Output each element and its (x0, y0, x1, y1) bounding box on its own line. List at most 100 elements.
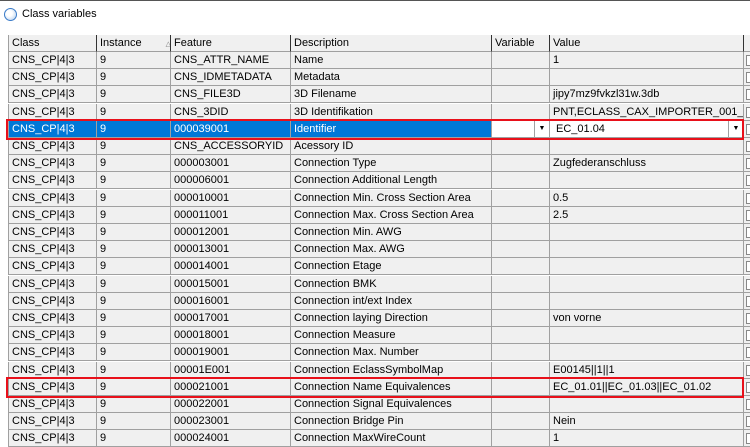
cell-value[interactable]: 2.5 (550, 206, 744, 224)
table-row[interactable]: CNS_CP|4|3 9 000014001 Connection Etage (8, 258, 750, 276)
cell-variable[interactable] (492, 86, 550, 104)
row-checkbox-cell[interactable] (744, 69, 750, 87)
table-row[interactable]: CNS_CP|4|3 9 CNS_IDMETADATA Metadata (8, 69, 750, 87)
cell-variable[interactable] (492, 292, 550, 310)
table-row[interactable]: CNS_CP|4|3 9 CNS_FILE3D 3D Filename jipy7mz9… (8, 86, 750, 104)
table-row[interactable]: CNS_CP|4|3 9 000023001 Connection Bridge Pi… (8, 413, 750, 431)
cell-variable[interactable] (492, 206, 550, 224)
checkbox[interactable] (746, 192, 750, 204)
cell-value[interactable] (550, 344, 744, 362)
cell-value[interactable] (550, 275, 744, 293)
cell-value[interactable] (550, 224, 744, 241)
row-checkbox-cell[interactable] (744, 396, 750, 413)
table-row[interactable]: CNS_CP|4|3 9 000010001 Connection Min. Cros… (8, 189, 750, 207)
cell-variable[interactable] (492, 344, 550, 362)
row-checkbox-cell[interactable] (744, 52, 750, 69)
row-checkbox-cell[interactable] (744, 344, 750, 362)
column-header-class[interactable]: Class (8, 35, 97, 52)
cell-variable[interactable] (492, 172, 550, 190)
cell-value[interactable] (550, 69, 744, 87)
cell-variable[interactable] (492, 275, 550, 293)
table-row[interactable]: CNS_CP|4|3 9 000011001 Connection Max. Cros… (8, 206, 750, 224)
cell-variable[interactable] (492, 310, 550, 327)
table-row[interactable]: CNS_CP|4|3 9 CNS_3DID 3D Identifikation PNT,… (8, 103, 750, 121)
checkbox[interactable] (746, 416, 750, 428)
checkbox[interactable] (746, 89, 750, 101)
row-checkbox-cell[interactable] (744, 120, 750, 138)
cell-value[interactable]: Nein (550, 413, 744, 431)
row-checkbox-cell[interactable] (744, 361, 750, 379)
table-row[interactable]: CNS_CP|4|3 9 000018001 Connection Measure (8, 327, 750, 345)
cell-value[interactable]: Zugfederanschluss (550, 155, 744, 173)
cell-value[interactable] (550, 138, 744, 155)
column-header-feature[interactable]: Feature (171, 35, 291, 52)
checkbox[interactable] (746, 295, 750, 307)
checkbox[interactable] (746, 123, 750, 135)
cell-variable[interactable] (492, 69, 550, 87)
row-checkbox-cell[interactable] (744, 275, 750, 293)
cell-value[interactable]: jipy7mz9fvkzl31w.3db (550, 86, 744, 104)
row-checkbox-cell[interactable] (744, 206, 750, 224)
row-checkbox-cell[interactable] (744, 103, 750, 121)
checkbox[interactable] (746, 72, 750, 84)
column-header-extra[interactable] (744, 35, 750, 52)
checkbox[interactable] (746, 261, 750, 273)
checkbox[interactable] (746, 433, 750, 445)
dropdown-arrow-icon[interactable]: ▼ (534, 120, 549, 137)
table-row[interactable]: CNS_CP|4|3 9 000013001 Connection Max. AWG (8, 241, 750, 259)
checkbox[interactable] (746, 106, 750, 118)
checkbox[interactable] (746, 313, 750, 324)
checkbox[interactable] (746, 381, 750, 393)
cell-value[interactable]: EC_01.04 ▼ (550, 120, 744, 138)
checkbox[interactable] (746, 278, 750, 290)
row-checkbox-cell[interactable] (744, 189, 750, 207)
table-row[interactable]: CNS_CP|4|3 9 000016001 Connection int/ext I… (8, 292, 750, 310)
cell-value[interactable]: EC_01.01||EC_01.03||EC_01.02 (550, 378, 744, 396)
row-checkbox-cell[interactable] (744, 310, 750, 327)
cell-variable[interactable] (492, 155, 550, 173)
cell-variable[interactable] (492, 138, 550, 155)
row-checkbox-cell[interactable] (744, 241, 750, 259)
checkbox[interactable] (746, 175, 750, 187)
cell-variable[interactable] (492, 189, 550, 207)
row-checkbox-cell[interactable] (744, 86, 750, 104)
checkbox[interactable] (746, 399, 750, 410)
table-row[interactable]: CNS_CP|4|3 9 000022001 Connection Signal Eq… (8, 396, 750, 413)
table-row[interactable]: CNS_CP|4|3 9 000015001 Connection BMK (8, 275, 750, 293)
column-header-variable[interactable]: Variable (492, 35, 550, 52)
cell-value[interactable] (550, 396, 744, 413)
cell-value[interactable] (550, 327, 744, 345)
dropdown-arrow-icon[interactable]: ▼ (728, 120, 743, 137)
cell-variable[interactable] (492, 396, 550, 413)
checkbox[interactable] (746, 209, 750, 221)
cell-variable[interactable] (492, 361, 550, 379)
table-row[interactable]: CNS_CP|4|3 9 000024001 Connection MaxWireCo… (8, 430, 750, 447)
table-row[interactable]: CNS_CP|4|3 9 CNS_ACCESSORYID Acessory ID (8, 138, 750, 155)
table-row[interactable]: CNS_CP|4|3 9 000019001 Connection Max. Numb… (8, 344, 750, 362)
checkbox[interactable] (746, 364, 750, 376)
row-checkbox-cell[interactable] (744, 258, 750, 276)
table-row[interactable]: CNS_CP|4|3 9 000039001 Identifier ▼ EC_01.04 ▼ (8, 120, 750, 138)
row-checkbox-cell[interactable] (744, 378, 750, 396)
table-row[interactable]: CNS_CP|4|3 9 000012001 Connection Min. AWG (8, 224, 750, 241)
cell-variable[interactable] (492, 241, 550, 259)
cell-variable[interactable] (492, 413, 550, 431)
cell-variable[interactable] (492, 52, 550, 69)
cell-variable[interactable] (492, 327, 550, 345)
table-row[interactable]: CNS_CP|4|3 9 000006001 Connection Additiona… (8, 172, 750, 190)
cell-variable[interactable] (492, 430, 550, 447)
cell-value[interactable]: 1 (550, 430, 744, 447)
checkbox[interactable] (746, 141, 750, 152)
cell-value[interactable] (550, 292, 744, 310)
cell-variable[interactable] (492, 103, 550, 121)
column-header-description[interactable]: Description (291, 35, 492, 52)
cell-value[interactable] (550, 258, 744, 276)
cell-value[interactable]: 1 (550, 52, 744, 69)
column-header-instance[interactable]: Instance △ (97, 35, 171, 52)
checkbox[interactable] (746, 158, 750, 170)
cell-variable[interactable] (492, 258, 550, 276)
cell-value[interactable] (550, 241, 744, 259)
cell-variable[interactable]: ▼ (492, 120, 550, 138)
cell-value[interactable]: E00145||1||1 (550, 361, 744, 379)
checkbox[interactable] (746, 227, 750, 238)
